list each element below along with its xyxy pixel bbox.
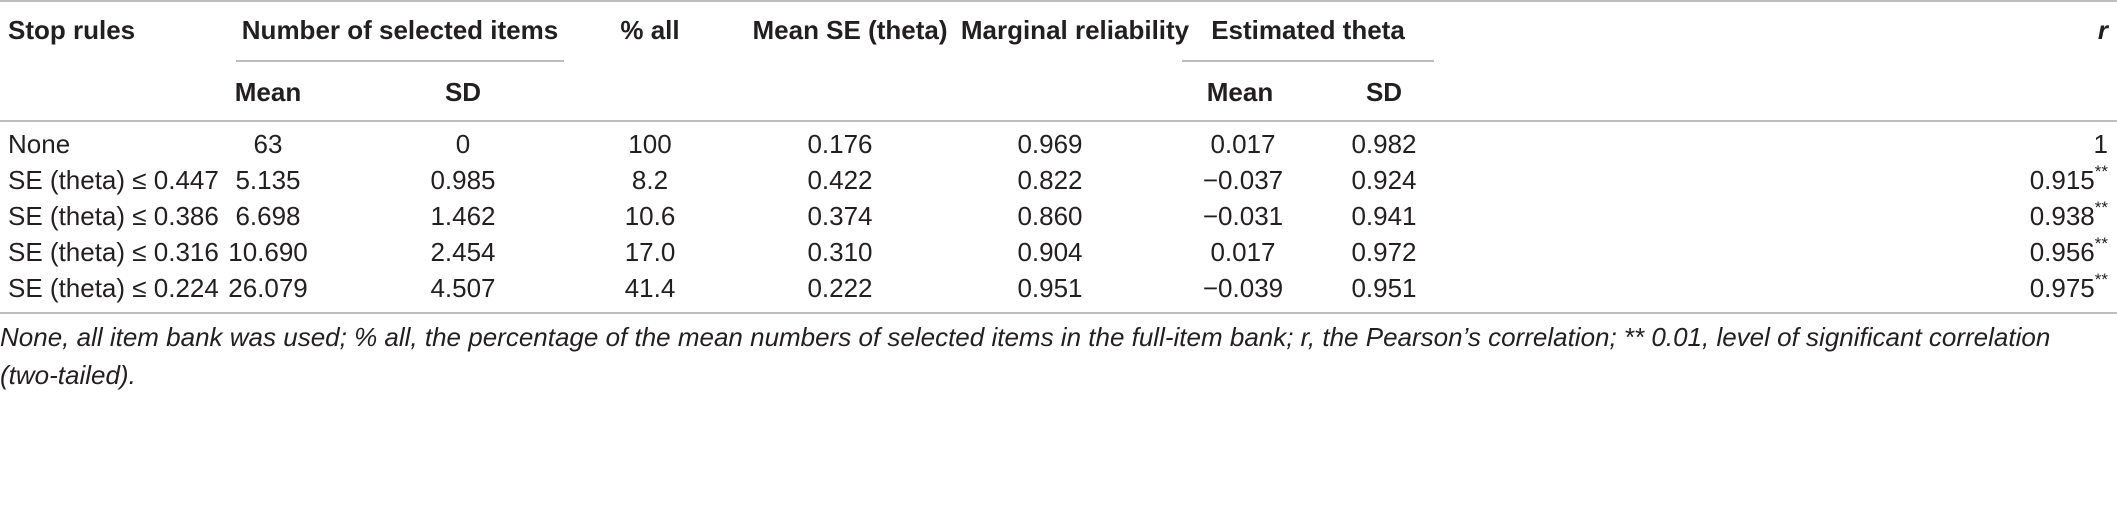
cell-theta-mean: 0.017 [1210,129,1276,159]
table-bottom-rule [0,312,2117,314]
table-header-rule [0,120,2117,122]
cell-pct: 8.2 [631,165,669,195]
header-mean: Mean [234,77,302,107]
cell-theta-sd: 0.972 [1351,237,1417,267]
cell-r: 0.938** [1900,198,2108,232]
cell-reliability: 0.951 [1017,273,1083,303]
cell-r-value: 0.915 [2029,165,2095,195]
header-number-selected: Number of selected items [241,15,559,45]
cell-mean: 5.135 [235,165,301,195]
cell-pct: 41.4 [624,273,676,303]
cell-mean-se: 0.422 [807,165,873,195]
significance-marker: ** [2094,162,2108,182]
cell-sd: 0 [455,129,471,159]
header-theta-sd: SD [1365,77,1403,107]
header-theta-mean: Mean [1206,77,1274,107]
cell-mean: 26.079 [228,273,308,303]
cell-mean: 6.698 [235,201,301,231]
cell-sd: 4.507 [430,273,496,303]
cell-theta-mean: 0.017 [1210,237,1276,267]
header-number-selected-underline [236,60,564,62]
cell-mean: 10.690 [228,237,308,267]
significance-marker: ** [2094,234,2108,254]
cell-sd: 1.462 [430,201,496,231]
cell-theta-sd: 0.924 [1351,165,1417,195]
cell-theta-sd: 0.941 [1351,201,1417,231]
cell-r-value: 0.956 [2029,237,2095,267]
cell-rule: SE (theta) ≤ 0.386 [8,201,219,231]
header-estimated-theta-underline [1182,60,1434,62]
header-sd: SD [444,77,482,107]
cell-r-value: 1 [2093,129,2108,159]
cell-rule: SE (theta) ≤ 0.224 [8,273,219,303]
cell-sd: 0.985 [430,165,496,195]
cell-pct: 10.6 [624,201,676,231]
cell-theta-sd: 0.951 [1351,273,1417,303]
header-r: r [2097,15,2108,45]
cell-mean-se: 0.176 [807,129,873,159]
cell-rule: SE (theta) ≤ 0.447 [8,165,219,195]
header-mean-se: Mean SE (theta) [752,15,948,45]
table-top-rule [0,0,2117,2]
cell-pct: 100 [628,129,672,159]
significance-marker: ** [2094,198,2108,218]
table-footnote: None, all item bank was used; % all, the… [0,322,2051,390]
cell-sd: 2.454 [430,237,496,267]
significance-marker: ** [2094,270,2108,290]
header-estimated-theta: Estimated theta [1211,15,1405,45]
cell-mean: 63 [253,129,283,159]
cell-r-value: 0.975 [2029,273,2095,303]
cell-mean-se: 0.374 [807,201,873,231]
cell-r: 0.975** [1900,270,2108,304]
cell-theta-mean: −0.037 [1202,165,1284,195]
header-stop-rules: Stop rules [8,15,136,45]
cell-r: 0.956** [1900,234,2108,268]
header-marginal-reliability: Marginal reliability [960,15,1190,45]
cell-r-value: 0.938 [2029,201,2095,231]
cell-pct: 17.0 [624,237,676,267]
cell-reliability: 0.860 [1017,201,1083,231]
cell-rule: SE (theta) ≤ 0.316 [8,237,219,267]
cell-mean-se: 0.222 [807,273,873,303]
cell-r: 1 [1900,128,2108,160]
cell-r: 0.915** [1900,162,2108,196]
cell-reliability: 0.969 [1017,129,1083,159]
cell-rule: None [8,129,71,159]
cell-theta-mean: −0.039 [1202,273,1284,303]
cell-reliability: 0.822 [1017,165,1083,195]
cell-theta-mean: −0.031 [1202,201,1284,231]
header-pct-all: % all [620,15,680,45]
cell-reliability: 0.904 [1017,237,1083,267]
cell-mean-se: 0.310 [807,237,873,267]
cell-theta-sd: 0.982 [1351,129,1417,159]
